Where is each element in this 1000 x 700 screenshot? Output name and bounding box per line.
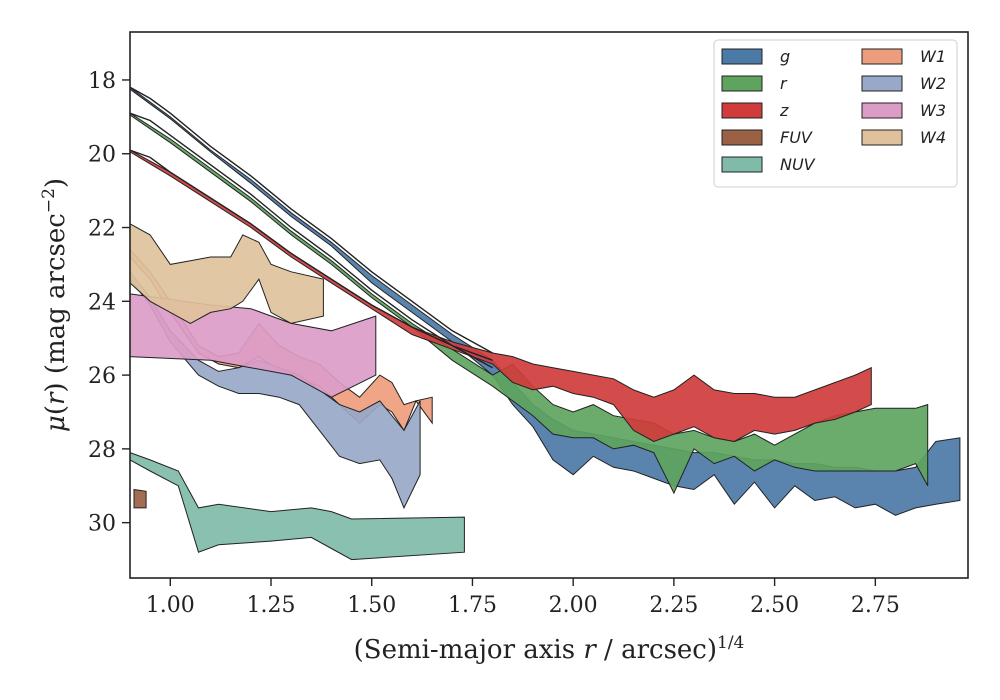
y-tick-label: 20 (88, 143, 116, 168)
area-fuv (133, 488, 147, 509)
x-axis-ticks: 1.00 1.25 1.50 1.75 2.00 2.25 2.50 2.75 (146, 578, 900, 618)
y-axis-ticks: 18 20 22 24 26 28 30 (88, 69, 130, 537)
legend-swatch-w4 (861, 129, 903, 146)
x-axis-title: (Semi-major axis r / arcsec)1/4 (354, 633, 745, 665)
legend-swatch-fuv (721, 129, 763, 146)
band-areas (129, 86, 961, 561)
legend-label-g: g (780, 47, 790, 66)
legend-label-fuv: FUV (780, 128, 813, 147)
profile-line-2 (129, 112, 493, 369)
x-tick-label: 1.25 (247, 593, 296, 618)
y-axis-title: μ(r) (mag arcsec−2) (39, 178, 71, 432)
profile-lines (129, 86, 493, 369)
y-tick-label: 22 (88, 217, 116, 242)
legend-swatch-z (721, 102, 763, 119)
legend-label-w1: W1 (920, 47, 946, 66)
y-tick-label: 24 (88, 290, 116, 315)
legend-label-w2: W2 (920, 74, 946, 93)
legend-swatch-w3 (861, 102, 903, 119)
area-nuv (129, 451, 465, 561)
area-z (129, 149, 872, 443)
legend-swatch-w2 (861, 75, 903, 92)
area-w4 (129, 222, 324, 324)
legend-label-z: z (779, 101, 789, 120)
x-tick-label: 1.00 (146, 593, 195, 618)
legend-label-w3: W3 (920, 101, 946, 120)
x-tick-label: 2.75 (851, 593, 900, 618)
legend-swatch-r (721, 75, 763, 92)
legend-swatch-w1 (861, 48, 903, 65)
y-tick-label: 18 (88, 69, 116, 94)
x-tick-label: 2.50 (750, 593, 799, 618)
plot-frame (129, 31, 969, 579)
x-tick-label: 2.25 (649, 593, 698, 618)
x-tick-label: 2.00 (549, 593, 598, 618)
legend-label-r: r (780, 74, 788, 93)
profile-line-1 (129, 86, 493, 354)
legend-swatch-g (721, 48, 763, 65)
legend-label-w4: W4 (920, 128, 946, 147)
legend-label-nuv: NUV (780, 155, 816, 174)
y-tick-label: 30 (88, 512, 116, 537)
x-tick-label: 1.75 (448, 593, 497, 618)
y-tick-label: 26 (88, 364, 116, 389)
profile-line-3 (129, 149, 493, 361)
y-tick-label: 28 (88, 438, 116, 463)
legend: grz FUV NUV W1 W2 W3 W4 (713, 39, 958, 188)
legend-swatch-nuv (721, 156, 763, 173)
x-tick-label: 1.50 (347, 593, 396, 618)
